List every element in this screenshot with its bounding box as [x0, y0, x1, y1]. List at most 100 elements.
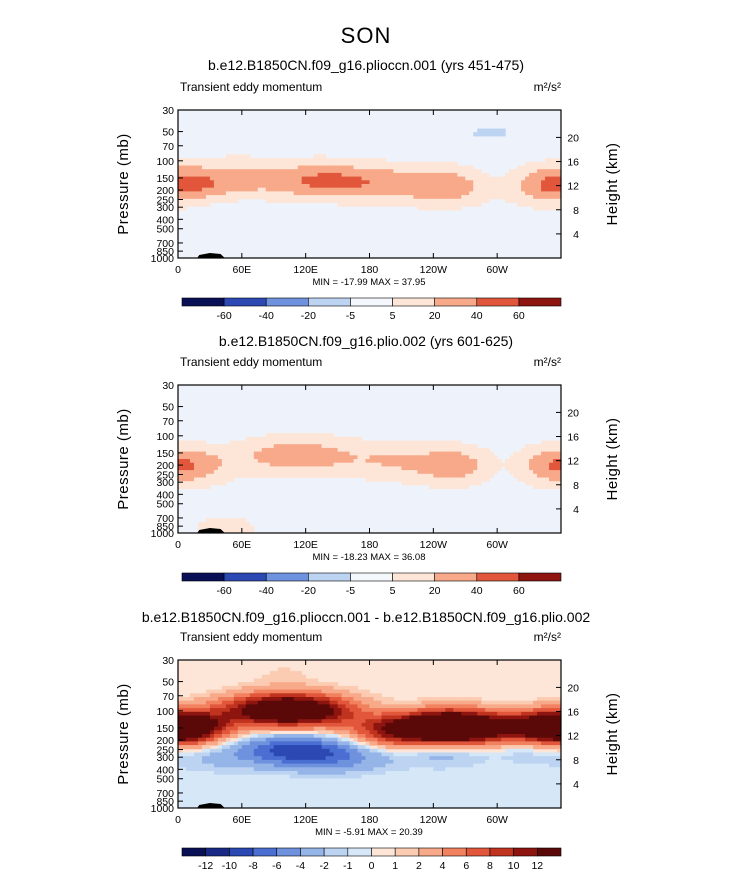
field-cell: [253, 711, 259, 716]
field-cell: [521, 172, 526, 178]
field-cell: [241, 682, 247, 687]
field-cell: [261, 187, 267, 192]
field-cell: [265, 715, 271, 720]
field-cell: [297, 195, 303, 200]
field-cell: [313, 759, 319, 765]
field-cell: [293, 722, 299, 728]
field-cell: [465, 195, 470, 200]
field-cell: [509, 734, 514, 739]
field-cell: [289, 708, 295, 713]
field-cell: [369, 444, 374, 449]
field-cell: [205, 481, 211, 486]
field-cell: [217, 451, 223, 456]
field-cell: [265, 198, 271, 203]
field-cell: [357, 704, 363, 709]
field-cell: [537, 481, 542, 486]
field-cell: [261, 763, 267, 768]
field-cell: [461, 771, 466, 776]
field-cell: [509, 756, 514, 761]
field-cell: [273, 771, 279, 776]
field-cell: [213, 708, 219, 713]
field-cell: [293, 737, 299, 742]
field-cell: [537, 169, 542, 174]
field-cell: [273, 158, 279, 163]
field-cell: [525, 752, 530, 757]
field-cell: [385, 455, 390, 460]
field-cell: [517, 466, 522, 471]
field-cell: [405, 459, 410, 464]
field-cell: [553, 763, 558, 768]
field-cell: [377, 719, 382, 724]
field-cell: [557, 440, 562, 445]
field-cell: [441, 763, 446, 768]
field-cell: [541, 726, 546, 731]
field-cell: [249, 715, 255, 720]
field-cell: [309, 451, 315, 456]
field-cell: [185, 165, 191, 170]
field-cell: [425, 741, 430, 746]
field-cell: [189, 158, 195, 163]
field-cell: [281, 767, 287, 772]
field-cell: [425, 715, 430, 720]
field-cell: [221, 767, 227, 772]
field-cell: [269, 674, 275, 679]
field-cell: [237, 789, 243, 794]
field-cell: [457, 700, 462, 705]
field-cell: [413, 172, 418, 178]
field-cell: [349, 774, 355, 779]
field-cell: [313, 737, 319, 742]
field-cell: [209, 730, 215, 735]
field-cell: [329, 711, 335, 716]
field-cell: [509, 748, 514, 753]
field-cell: [389, 778, 394, 783]
y-tick-label: 1000: [151, 528, 175, 540]
field-cell: [241, 782, 247, 787]
field-cell: [557, 484, 562, 490]
field-cell: [365, 180, 370, 185]
field-cell: [193, 719, 199, 724]
field-cell: [229, 730, 235, 735]
field-cell: [265, 444, 271, 449]
field-cell: [513, 726, 518, 731]
field-cell: [385, 711, 390, 716]
field-cell: [309, 748, 315, 753]
field-cell: [225, 521, 231, 527]
field-cell: [341, 778, 347, 783]
field-cell: [405, 715, 410, 720]
field-cell: [229, 700, 235, 705]
field-cell: [337, 184, 343, 189]
field-cell: [377, 158, 382, 163]
field-cell: [397, 198, 402, 203]
field-cell: [377, 741, 382, 746]
field-cell: [429, 172, 434, 178]
field-cell: [441, 697, 446, 702]
field-cell: [329, 455, 335, 460]
field-cell: [533, 172, 538, 178]
field-cell: [241, 767, 247, 772]
field-cell: [465, 700, 470, 705]
field-cell: [353, 756, 359, 761]
field-cell: [373, 759, 378, 765]
field-cell: [513, 774, 518, 779]
field-cell: [529, 172, 534, 178]
field-cell: [181, 187, 187, 192]
field-cell: [221, 195, 227, 200]
field-cell: [317, 737, 323, 742]
field-cell: [181, 473, 187, 478]
field-cell: [533, 752, 538, 757]
field-cell: [357, 745, 363, 750]
field-cell: [381, 477, 386, 482]
field-cell: [341, 745, 347, 750]
field-cell: [493, 700, 498, 705]
field-cell: [257, 678, 263, 683]
field-cell: [213, 158, 219, 163]
field-cell: [181, 440, 187, 445]
field-cell: [281, 785, 287, 790]
field-cell: [457, 697, 462, 702]
field-cell: [437, 759, 442, 765]
field-cell: [305, 455, 311, 460]
field-cell: [189, 741, 195, 746]
field-cell: [521, 704, 526, 709]
field-cell: [325, 745, 331, 750]
field-cell: [457, 440, 462, 445]
